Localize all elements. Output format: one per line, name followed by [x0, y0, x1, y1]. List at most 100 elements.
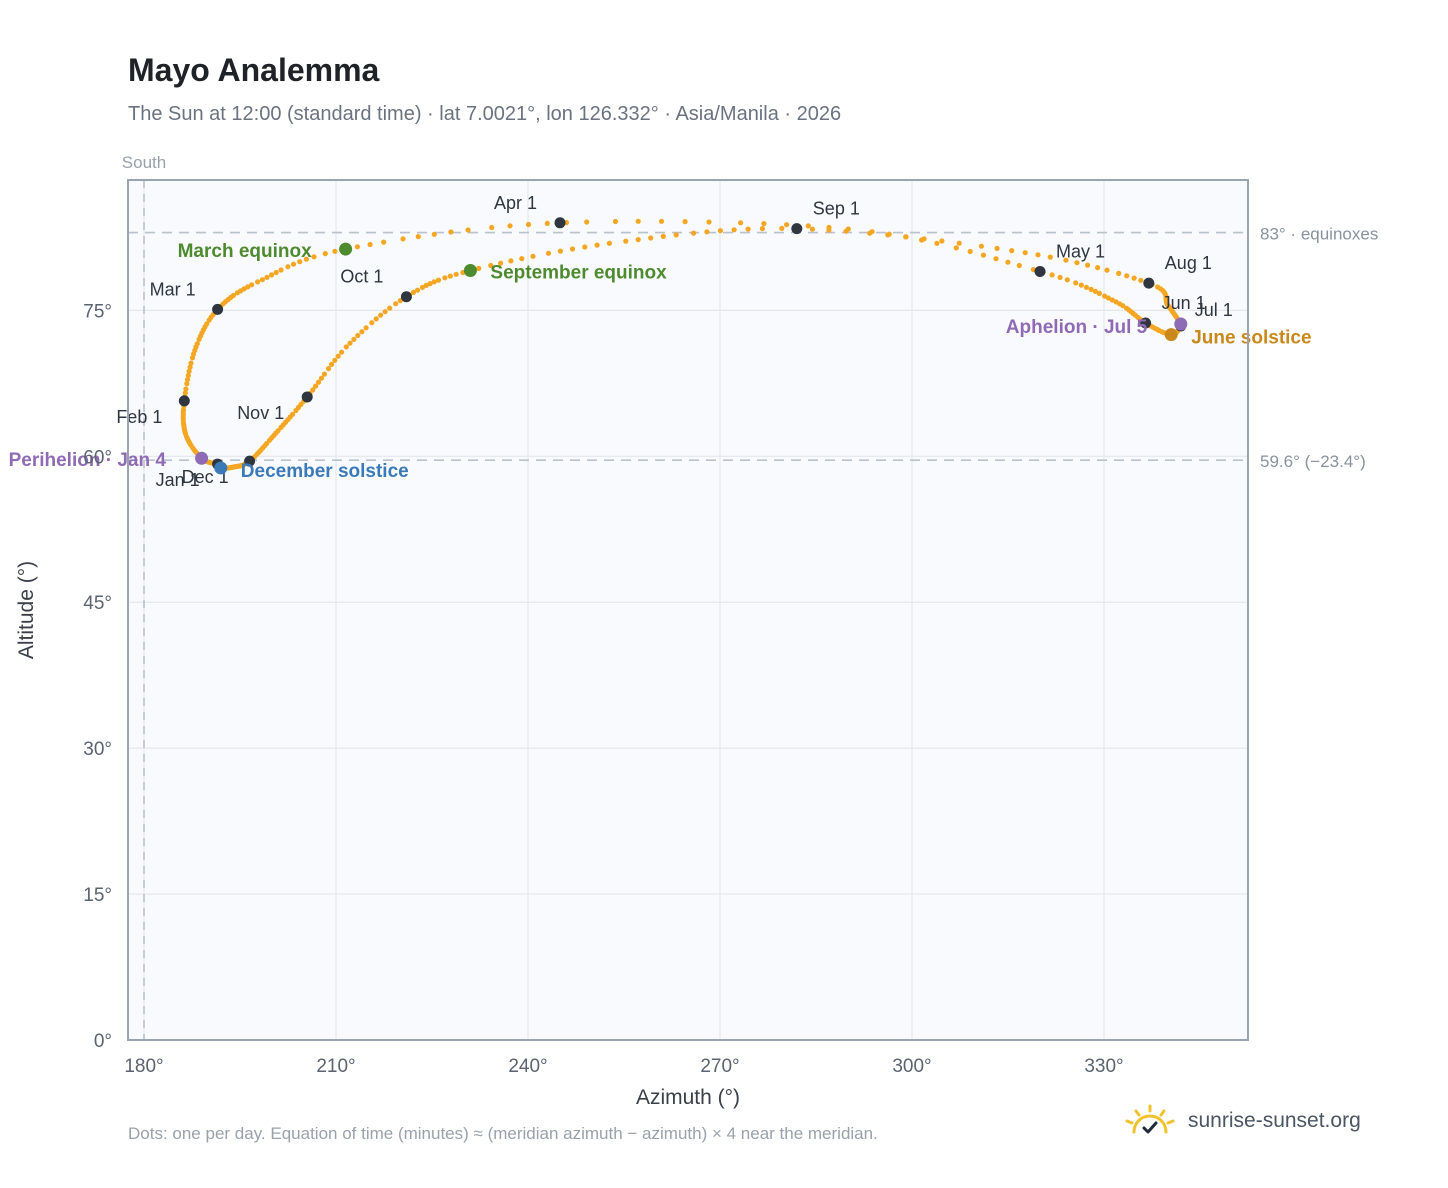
daily-dot	[939, 238, 945, 244]
daily-dot	[779, 225, 785, 231]
daily-dot	[1088, 286, 1094, 292]
daily-dot	[310, 387, 316, 393]
chart-subtitle: The Sun at 12:00 (standard time) · lat 7…	[128, 103, 842, 125]
brand-name[interactable]: sunrise-sunset.org	[1188, 1109, 1361, 1132]
event-label: Aphelion · Jul 5	[1006, 317, 1148, 338]
reference-line-label: 83° · equinoxes	[1260, 225, 1378, 244]
daily-dot	[809, 226, 816, 232]
month-label: Sep 1	[813, 199, 860, 219]
daily-dot	[354, 244, 360, 250]
daily-dot	[303, 256, 309, 262]
daily-dot	[1049, 272, 1055, 278]
x-axis-title: Azimuth (°)	[636, 1086, 740, 1109]
month-marker	[400, 291, 412, 303]
daily-dot	[1095, 265, 1101, 271]
y-tick-label: 0°	[94, 1031, 112, 1052]
daily-dot	[419, 284, 426, 290]
daily-dot	[359, 329, 365, 335]
daily-dot	[1064, 277, 1070, 283]
daily-dot	[347, 340, 353, 346]
daily-dot	[339, 349, 345, 355]
daily-dot	[488, 262, 494, 269]
daily-dot	[1063, 257, 1069, 263]
month-label: Jun 1	[1162, 293, 1206, 313]
daily-dot	[717, 228, 724, 234]
daily-dot	[185, 372, 191, 379]
daily-dot	[367, 241, 373, 248]
daily-dot	[1074, 260, 1080, 266]
daily-dot	[182, 390, 188, 396]
daily-dot	[1124, 273, 1130, 279]
daily-dot	[921, 236, 927, 242]
daily-dot	[183, 386, 189, 392]
y-tick-label: 60°	[83, 447, 112, 468]
daily-dot	[953, 245, 959, 251]
daily-dot	[993, 256, 999, 262]
y-tick-label: 30°	[83, 739, 112, 760]
month-label: Feb 1	[116, 407, 162, 427]
daily-dot	[311, 254, 317, 260]
daily-dot	[414, 287, 421, 293]
daily-dot	[934, 240, 940, 246]
daily-dot	[826, 227, 832, 233]
reference-lines: South 83° · equinoxes 59.6° (−23.4°)	[122, 153, 1378, 1040]
daily-dot	[293, 407, 299, 414]
daily-dot	[329, 361, 335, 367]
daily-dot	[373, 316, 379, 322]
daily-dot	[1078, 282, 1084, 288]
daily-dot	[332, 248, 338, 254]
daily-dot	[255, 279, 261, 285]
daily-dot	[1155, 284, 1161, 290]
daily-dot	[273, 269, 279, 276]
month-marker	[301, 391, 313, 403]
daily-dot	[956, 240, 962, 246]
daily-dot	[1120, 303, 1126, 309]
daily-dot	[1022, 250, 1028, 256]
month-marker	[791, 223, 803, 235]
daily-dot	[381, 239, 387, 245]
daily-dot	[1057, 274, 1063, 280]
event-label: Perihelion · Jan 4	[9, 450, 167, 471]
brand[interactable]: sunrise-sunset.org	[1122, 1104, 1361, 1138]
daily-dot	[278, 267, 284, 273]
daily-dot	[322, 251, 328, 257]
daily-dot	[180, 407, 187, 413]
daily-dot	[1138, 277, 1144, 283]
daily-dot	[415, 234, 421, 240]
event-label: December solstice	[241, 461, 409, 482]
month-label: Jan 1	[156, 470, 200, 490]
daily-dot	[476, 265, 482, 271]
footnote: Dots: one per day. Equation of time (min…	[128, 1124, 878, 1143]
daily-dot	[1073, 280, 1079, 286]
daily-dot	[188, 360, 194, 366]
daily-dot	[507, 223, 513, 229]
plot-frame	[127, 179, 1249, 1041]
daily-dot	[332, 357, 338, 363]
daily-dot	[706, 219, 712, 225]
month-marker	[1143, 277, 1155, 289]
daily-dot	[382, 309, 388, 315]
y-tick-label: 45°	[83, 593, 112, 614]
month-label: Nov 1	[237, 403, 284, 423]
daily-dot	[784, 222, 790, 228]
daily-dot	[612, 218, 619, 225]
daily-dot	[843, 228, 849, 234]
daily-dot	[745, 226, 751, 232]
daily-dot	[297, 259, 303, 265]
daily-dot	[431, 231, 437, 237]
daily-dot	[363, 325, 369, 331]
daily-dot	[1047, 254, 1053, 260]
daily-dot	[400, 236, 406, 242]
axes: 180° 210° 240° 270° 300° 330° 0° 15° 30° 45° 60° 75…	[15, 301, 1124, 1109]
daily-dot	[658, 218, 665, 224]
x-tick-label: 180°	[124, 1056, 163, 1077]
daily-dot	[1096, 290, 1102, 296]
daily-dot	[691, 230, 697, 236]
month-label: Jul 1	[1195, 300, 1233, 320]
daily-dot	[355, 332, 361, 339]
daily-dot	[453, 271, 459, 277]
daily-dot	[321, 371, 327, 377]
daily-dot	[431, 279, 437, 285]
